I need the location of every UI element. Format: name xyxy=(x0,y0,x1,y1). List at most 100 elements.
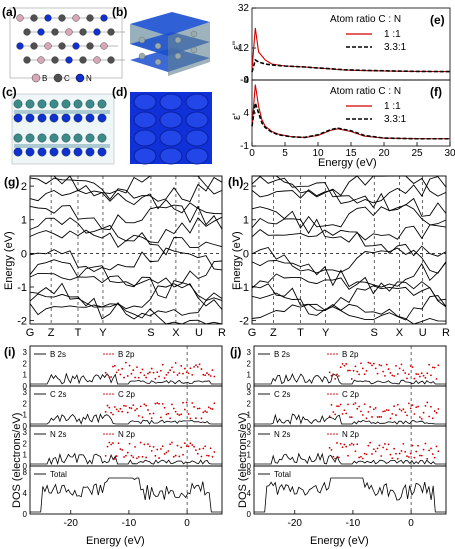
dos-p-point xyxy=(154,402,157,405)
dos-p-point xyxy=(430,447,432,450)
dos-p-point xyxy=(152,445,155,448)
xtick-f: 20 xyxy=(378,148,390,159)
atom xyxy=(30,42,38,50)
dos-p-point xyxy=(115,408,118,411)
dos-p-point xyxy=(334,377,337,380)
ylabel-i: DOS (electrons/eV) xyxy=(11,413,23,508)
dos-label-s: N 2s xyxy=(274,430,290,439)
dos-p-point xyxy=(128,442,131,445)
ytick: -2 xyxy=(17,316,27,328)
atom xyxy=(73,99,83,109)
dos-p-point xyxy=(119,407,122,410)
dos-p-point xyxy=(395,414,397,416)
dos-p-point xyxy=(371,364,373,367)
dos-p-point xyxy=(137,376,140,379)
xlabel-ef: Energy (eV) xyxy=(318,157,377,169)
dos-p-point xyxy=(209,447,212,450)
boron-legend-label: B xyxy=(42,74,47,83)
dos-p-point xyxy=(139,441,142,444)
dos-p-point xyxy=(148,371,151,374)
dos-p-point xyxy=(112,365,114,368)
dos-label-p: C 2p xyxy=(118,390,135,399)
dos-p-point xyxy=(413,377,416,380)
dos-p-point xyxy=(407,373,410,376)
dos-p-point xyxy=(113,458,116,460)
dos-p-point xyxy=(396,373,399,375)
dos-p-point xyxy=(195,449,197,452)
dos-ytick: 1 xyxy=(23,451,28,460)
band-line xyxy=(251,292,447,321)
dos-p-point xyxy=(106,373,109,376)
dos-p-point xyxy=(178,372,181,375)
dos-p-point xyxy=(350,416,353,419)
dos-p-point xyxy=(125,454,127,457)
dos-p-point xyxy=(372,448,375,451)
dos-label-p: B 2p xyxy=(342,350,359,359)
atom xyxy=(30,14,38,22)
ytick: 0 xyxy=(21,248,27,260)
dos-p-point xyxy=(200,368,203,370)
ytick-e: -4 xyxy=(240,75,249,86)
dos-p-point xyxy=(117,442,120,445)
kpoint-label: Z xyxy=(270,327,277,339)
atom xyxy=(73,133,83,143)
kpoint-label: Y xyxy=(99,327,107,339)
dos-p-point xyxy=(178,455,181,458)
dos-p-point xyxy=(385,448,388,451)
kpoint-label: Y xyxy=(322,327,330,339)
dos-p-point xyxy=(341,412,344,415)
dos-p-point xyxy=(378,416,381,418)
dos-p-point xyxy=(409,452,412,455)
dos-p-point xyxy=(172,455,175,458)
dos-p-point xyxy=(371,416,373,418)
dos-p-point xyxy=(389,417,392,420)
dos-p-point xyxy=(117,369,120,371)
nitrogen-legend-dot xyxy=(75,73,85,83)
dos-p-point xyxy=(371,453,373,455)
atom xyxy=(97,99,107,109)
kpoint-label: R xyxy=(442,327,450,339)
dos-p-point xyxy=(176,413,179,416)
band-line xyxy=(29,303,223,325)
dos-p-point xyxy=(422,448,425,451)
band-line xyxy=(251,175,447,204)
dos-p-point xyxy=(158,375,160,378)
dos-ytick: 0 xyxy=(23,382,28,391)
atom xyxy=(44,42,52,50)
dos-xtick: -10 xyxy=(346,518,361,529)
dos-p-point xyxy=(161,363,164,366)
dos-p-point xyxy=(202,373,205,376)
dos-p-point xyxy=(185,445,188,448)
panel-label-c: (c) xyxy=(2,85,17,99)
atom xyxy=(65,56,73,64)
dos-p-point xyxy=(169,369,172,372)
dos-p-point xyxy=(183,367,186,370)
ytick-e: 12 xyxy=(238,43,250,54)
atom xyxy=(13,133,23,143)
dos-p-point xyxy=(211,369,214,371)
dos-p-point xyxy=(158,402,160,405)
dos-p-point xyxy=(376,372,379,375)
dos-p-point xyxy=(130,454,133,457)
dos-p-point xyxy=(108,376,111,379)
dos-p-point xyxy=(404,372,407,374)
dos-p-point xyxy=(104,454,107,457)
atom xyxy=(86,14,94,22)
dos-p-point xyxy=(336,405,338,407)
dos-p-point xyxy=(167,412,170,415)
atom xyxy=(49,113,59,123)
dos-p-point xyxy=(126,375,129,377)
ytick: -1 xyxy=(239,282,249,294)
dos-p-point xyxy=(130,372,133,375)
dos-p-point xyxy=(136,407,138,410)
dos-p-point xyxy=(165,413,168,416)
band-panel-h: (h) G Z T Y S X U R 2 1 0 -1 -2 Energy (eV) xyxy=(228,175,450,339)
dos-p-point xyxy=(136,457,138,460)
dos-p-point xyxy=(148,412,151,415)
dos-ytick: 8 xyxy=(247,468,252,477)
dos-p-point xyxy=(112,442,114,444)
band-line xyxy=(29,259,223,288)
dos-p-point xyxy=(213,375,216,378)
dos-p-point xyxy=(117,410,120,413)
